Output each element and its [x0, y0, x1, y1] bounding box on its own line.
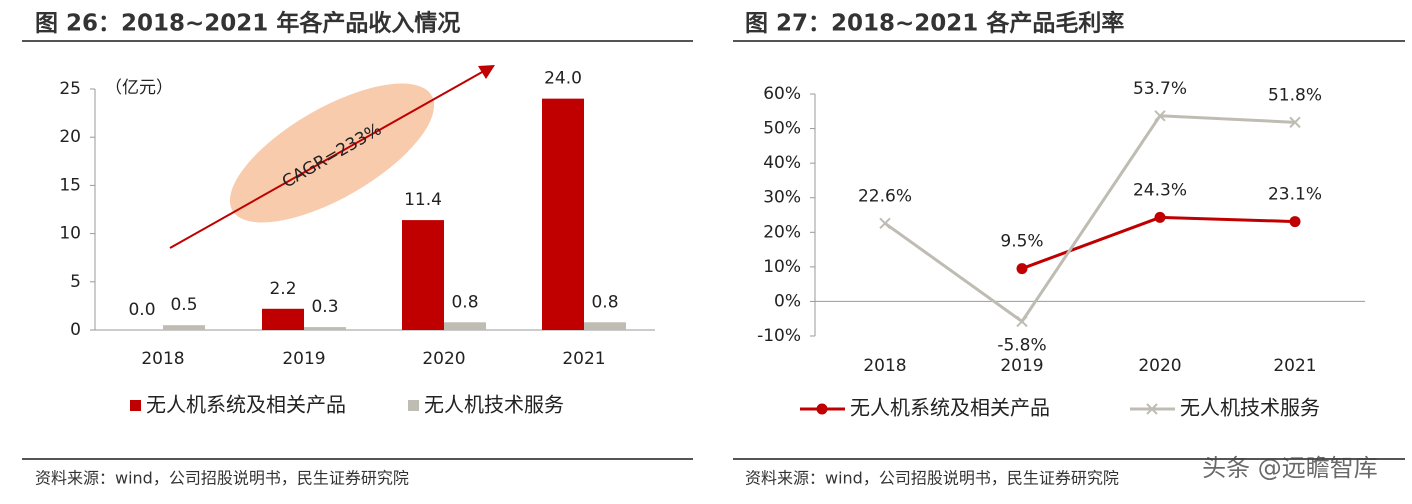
marker — [879, 217, 891, 230]
unit-label: （亿元） — [105, 78, 173, 98]
legend-marker — [1146, 403, 1158, 415]
data-label: 23.1% — [1268, 185, 1322, 205]
x-tick-label: 2020 — [422, 349, 465, 369]
marker — [1154, 110, 1166, 122]
chart-title: 图 27：2018~2021 各产品毛利率 — [745, 10, 1124, 37]
marker — [1289, 216, 1301, 228]
legend-marker — [816, 403, 828, 415]
cagr-oval — [229, 83, 435, 223]
y-tick-label: 10 — [59, 224, 81, 244]
chart-title: 图 26：2018~2021 年各产品收入情况 — [35, 10, 460, 37]
legend-label: 无人机系统及相关产品 — [146, 393, 346, 417]
legend-swatch — [130, 400, 141, 411]
bar — [262, 308, 304, 330]
data-label: 24.0 — [544, 69, 582, 89]
marker — [1016, 263, 1028, 275]
y-tick-label: 25 — [59, 79, 81, 99]
data-label: -5.8% — [997, 335, 1046, 355]
data-label: 53.7% — [1133, 79, 1187, 99]
y-tick-label: 40% — [763, 153, 801, 173]
data-label: 11.4 — [404, 190, 442, 210]
y-tick-label: 0% — [774, 291, 801, 311]
legend-label: 无人机系统及相关产品 — [850, 396, 1050, 420]
y-tick-label: -10% — [757, 326, 801, 346]
watermark: 头条 @远瞻智库 — [1202, 454, 1378, 482]
bar — [304, 327, 346, 330]
y-tick-label: 60% — [763, 84, 801, 104]
data-label: 9.5% — [1000, 232, 1043, 252]
marker — [1016, 315, 1028, 328]
x-tick-label: 2019 — [1000, 356, 1043, 376]
y-tick-label: 30% — [763, 188, 801, 208]
data-label: 0.8 — [591, 292, 618, 312]
bar — [542, 98, 584, 330]
source: 资料来源：wind，公司招股说明书，民生证券研究院 — [35, 469, 409, 488]
data-label: 24.3% — [1133, 180, 1187, 200]
x-tick-label: 2020 — [1138, 356, 1181, 376]
x-tick-label: 2018 — [863, 356, 906, 376]
x-tick-label: 2019 — [282, 349, 325, 369]
data-label: 0.5 — [170, 295, 197, 315]
data-label: 0.8 — [451, 292, 478, 312]
legend-swatch — [408, 400, 419, 411]
marker — [1289, 116, 1301, 129]
y-tick-label: 5 — [70, 272, 81, 292]
data-label: 0.0 — [128, 300, 155, 320]
y-tick-label: 20% — [763, 222, 801, 242]
x-tick-label: 2021 — [562, 349, 605, 369]
bar — [584, 322, 626, 330]
data-label: 0.3 — [311, 297, 338, 317]
marker — [1154, 211, 1166, 223]
line — [884, 114, 1296, 324]
bar — [402, 220, 444, 330]
cagr-arrow — [169, 70, 485, 249]
y-tick-label: 50% — [763, 119, 801, 139]
y-tick-label: 0 — [70, 320, 81, 340]
arrow-head — [478, 65, 495, 79]
data-label: 51.8% — [1268, 85, 1322, 105]
bar — [444, 322, 486, 330]
data-label: 2.2 — [269, 279, 296, 299]
x-tick-label: 2018 — [141, 349, 184, 369]
x-tick-label: 2021 — [1273, 356, 1316, 376]
y-tick-label: 10% — [763, 257, 801, 277]
bar — [163, 325, 205, 330]
source: 资料来源：wind，公司招股说明书，民生证券研究院 — [745, 469, 1119, 488]
y-tick-label: 15 — [59, 175, 81, 195]
y-tick-label: 20 — [59, 127, 81, 147]
legend-label: 无人机技术服务 — [1180, 396, 1320, 420]
legend-label: 无人机技术服务 — [424, 393, 564, 417]
data-label: 22.6% — [858, 186, 912, 206]
